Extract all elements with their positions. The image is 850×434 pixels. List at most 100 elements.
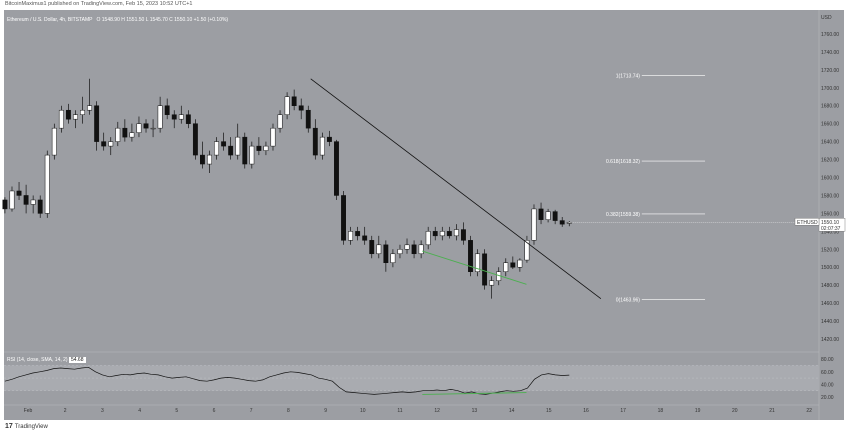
candle-up <box>545 211 551 220</box>
time-tick-label: 17 <box>620 408 626 414</box>
candle-up <box>58 109 64 129</box>
candle-down <box>298 105 304 111</box>
candle-up <box>489 280 495 286</box>
brand-name: TradingView <box>14 424 48 430</box>
time-tick-label: 10 <box>360 408 366 414</box>
price-tick-label: 1460.00 <box>821 301 839 307</box>
rsi-band <box>4 365 819 391</box>
candle-up <box>207 154 212 165</box>
rsi-value: 54.68 <box>68 357 86 363</box>
candle-down <box>559 220 565 225</box>
candle-up <box>80 109 85 115</box>
candle-up <box>284 96 290 115</box>
countdown-label: 02:07:37 <box>821 226 841 232</box>
candle-up <box>115 127 121 142</box>
candle-down <box>510 262 516 268</box>
time-tick-label: 2 <box>64 408 67 414</box>
time-tick-label: 18 <box>658 408 664 414</box>
candle-down <box>101 141 107 147</box>
candle-up <box>517 259 523 268</box>
candle-up <box>503 262 509 272</box>
candle-down <box>143 123 149 129</box>
candle-down <box>122 127 128 138</box>
time-tick-label: 15 <box>546 408 552 414</box>
rsi-panel: 80.00 60.00 40.00 20.00 <box>4 357 834 401</box>
price-tick-label: 1660.00 <box>821 122 839 128</box>
time-tick-label: 3 <box>101 408 104 414</box>
time-axis: Feb 2 3 4 5 6 7 8 9 10 11 12 13 14 15 16 17 18 19 20 21 22 <box>24 408 813 414</box>
candle-down <box>468 240 473 272</box>
candle-up <box>87 105 93 111</box>
candle-up <box>157 105 163 129</box>
price-tick-label: 1680.00 <box>821 104 839 110</box>
time-tick-label: 20 <box>732 408 738 414</box>
time-tick-label: 5 <box>175 408 178 414</box>
candle-up <box>390 253 396 264</box>
candle-down <box>341 195 346 241</box>
symbol-legend: Ethereum / U.S. Dollar, 4h, BITSTAMP O 15… <box>7 17 228 23</box>
fib-level-label: 0.382(1559.38) <box>606 212 640 218</box>
symbol-name: Ethereum / U.S. Dollar, 4h, BITSTAMP <box>7 17 93 23</box>
time-tick-label: 9 <box>324 408 327 414</box>
candle-up <box>531 208 537 241</box>
candle-down <box>2 199 8 210</box>
candle-down <box>242 136 248 165</box>
candle-down <box>446 231 452 237</box>
candle-up <box>73 114 78 120</box>
price-tick-label: 1440.00 <box>821 319 839 325</box>
time-tick-label: 13 <box>472 408 478 414</box>
candle-down <box>369 240 375 255</box>
candle-up <box>439 231 445 237</box>
chart-frame <box>4 10 844 420</box>
candle-up <box>348 231 354 241</box>
candle-up <box>249 145 255 165</box>
time-tick-label: 16 <box>583 408 589 414</box>
candle-down <box>305 109 311 129</box>
price-tick-label: 1520.00 <box>821 247 839 253</box>
rsi-tick-label: 60.00 <box>821 370 834 376</box>
price-tick-label: 1600.00 <box>821 176 839 182</box>
price-tick-label: USD <box>821 15 832 21</box>
price-tag-label: 1550.10 <box>821 220 839 226</box>
price-tick-label: 1420.00 <box>821 337 839 343</box>
candle-up <box>30 199 36 205</box>
candle-down <box>383 244 389 264</box>
candle-up <box>9 190 15 210</box>
candle-down <box>482 253 488 286</box>
candle-down <box>164 105 170 115</box>
time-tick-label: 12 <box>434 408 440 414</box>
candle-up <box>51 127 57 156</box>
price-tick-label: 1620.00 <box>821 158 839 164</box>
candle-down <box>411 244 417 255</box>
candle-down <box>200 154 205 165</box>
candle-down <box>552 211 558 221</box>
publish-caption: BitcoinMaximus1 published on TradingView… <box>5 1 193 7</box>
rsi-tick-label: 20.00 <box>821 395 834 401</box>
candle-down <box>326 136 332 142</box>
price-grid <box>4 10 820 420</box>
candle-down <box>171 114 177 120</box>
candle-up <box>475 253 480 272</box>
candle-up <box>108 141 114 147</box>
time-tick-label: 6 <box>213 408 216 414</box>
time-tick-label: 21 <box>769 408 775 414</box>
candle-up <box>263 145 269 151</box>
candle-up <box>44 154 50 214</box>
candle-down <box>185 114 191 124</box>
symbol-tag-label: ETHUSD <box>797 220 818 226</box>
candle-down <box>362 235 368 241</box>
ohlc-values: O 1548.90 H 1551.50 L 1545.70 C 1550.10 … <box>96 17 229 23</box>
fib-retracement: 1(1713.74) 0.618(1618.32) 0.382(1559.38) 0(… <box>606 73 706 303</box>
tradingview-logo-icon: 17 <box>5 423 13 430</box>
candle-up <box>150 127 156 130</box>
time-tick-label: 7 <box>250 408 253 414</box>
candle-up <box>129 132 135 138</box>
candle-down <box>291 96 297 106</box>
time-tick-label: 19 <box>695 408 701 414</box>
rsi-line <box>4 366 570 395</box>
rsi-tick-label: 40.00 <box>821 382 834 388</box>
candle-down <box>334 141 339 196</box>
candle-up <box>376 244 382 255</box>
time-tick-label: 22 <box>806 408 812 414</box>
